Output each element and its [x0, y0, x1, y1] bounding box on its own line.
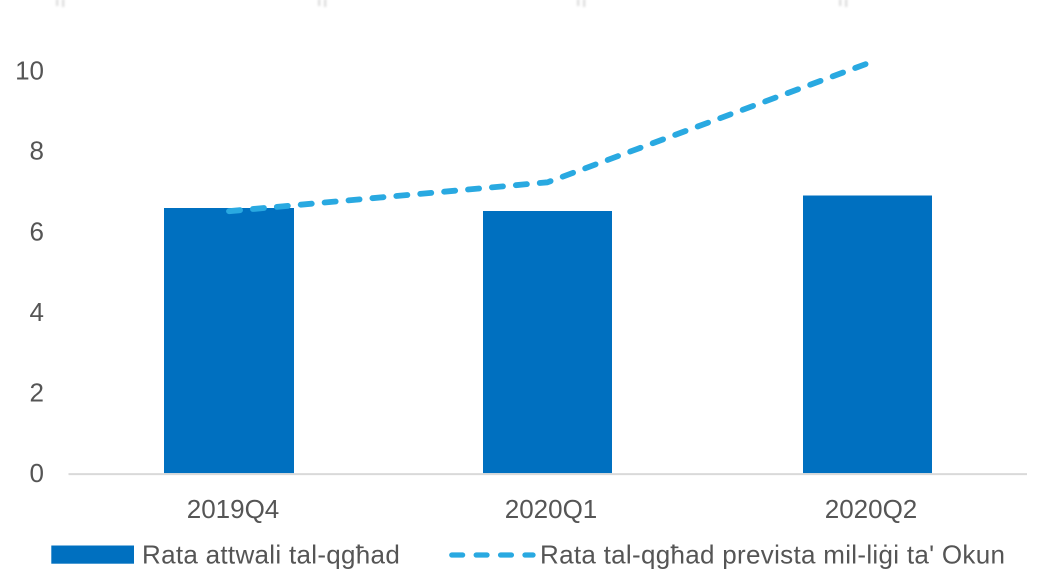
svg-text:4: 4: [30, 297, 44, 327]
svg-text:6: 6: [30, 216, 44, 246]
svg-text:8: 8: [30, 136, 44, 166]
svg-text:2: 2: [30, 378, 44, 408]
svg-text:10: 10: [15, 56, 44, 86]
svg-text:0: 0: [30, 458, 44, 488]
svg-text:2020Q1: 2020Q1: [505, 494, 598, 524]
svg-text:Rata attwali tal-qgħad: Rata attwali tal-qgħad: [142, 540, 400, 570]
svg-text:2020Q2: 2020Q2: [825, 494, 918, 524]
svg-text:2019Q4: 2019Q4: [187, 494, 280, 524]
svg-text:Rata tal-qgħad prevista mil-li: Rata tal-qgħad prevista mil-liġi ta' Oku…: [540, 540, 1005, 570]
